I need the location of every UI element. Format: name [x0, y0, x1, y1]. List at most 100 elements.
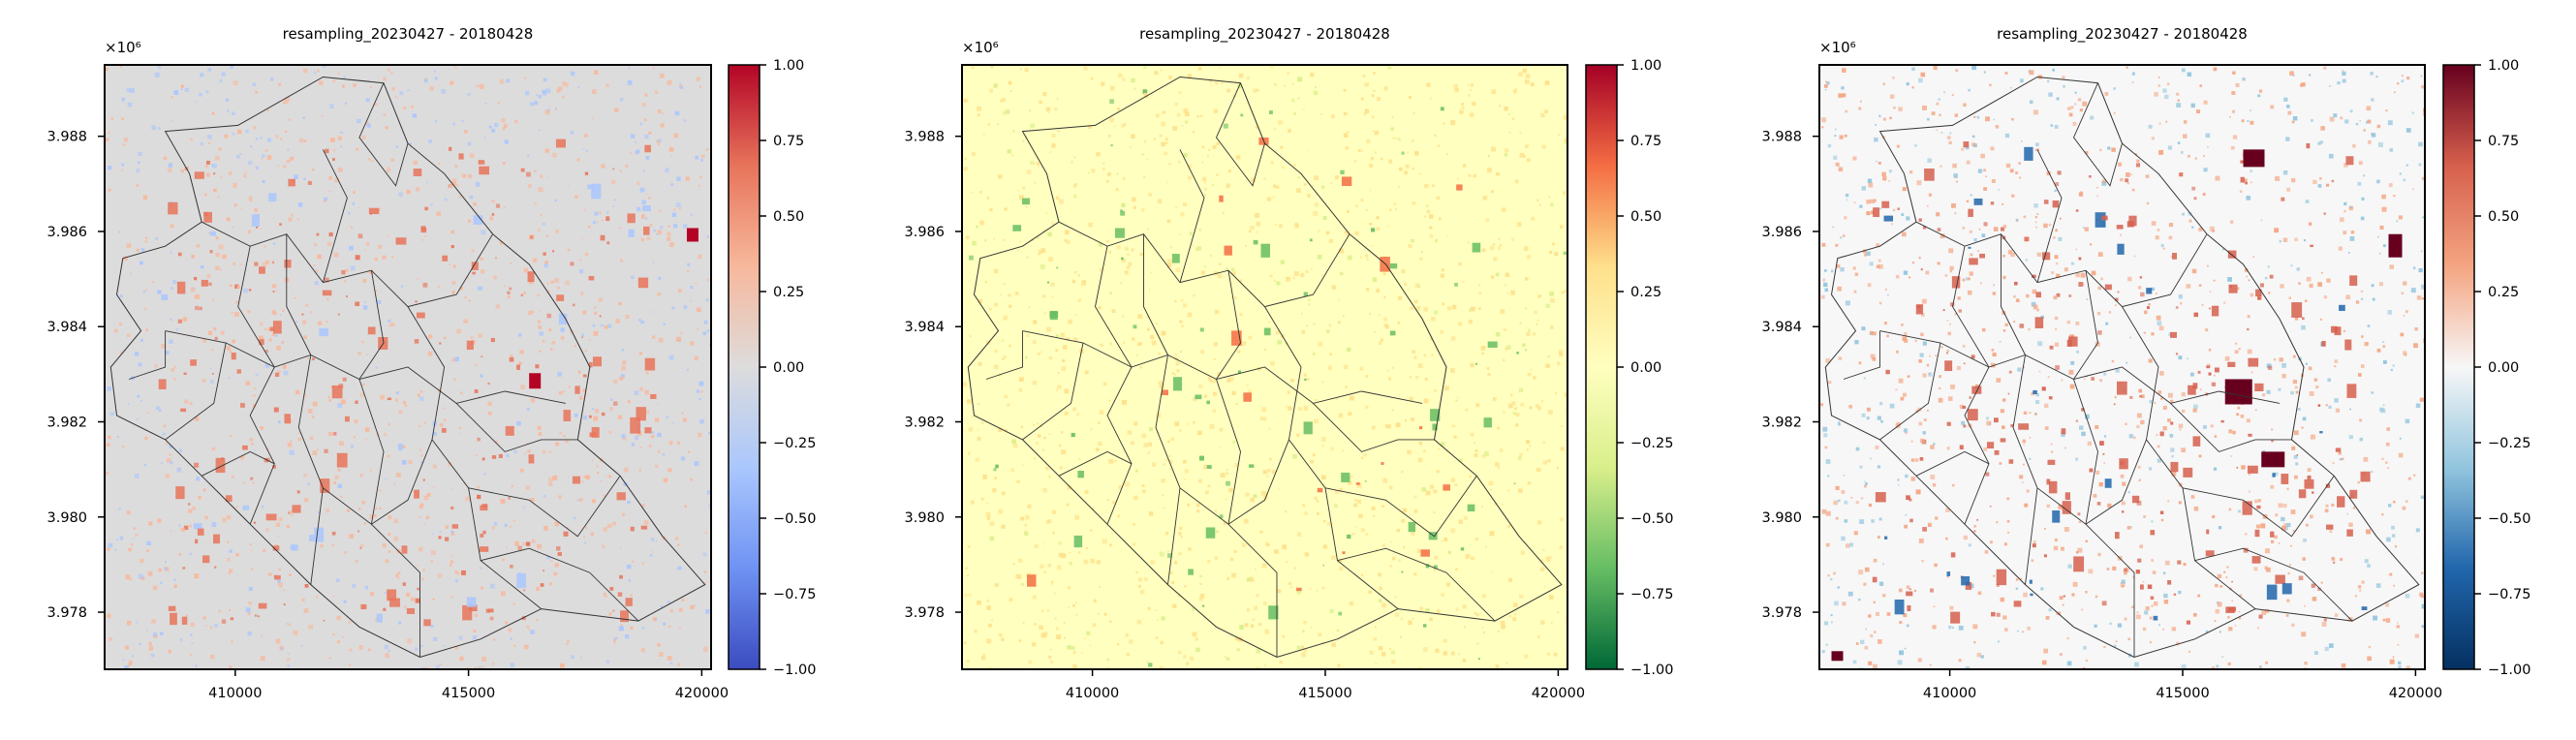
- raster-pixel: [634, 435, 639, 441]
- raster-pixel: [276, 370, 281, 374]
- raster-pixel: [1053, 592, 1056, 595]
- raster-pixel: [1468, 173, 1472, 177]
- raster-pixel: [222, 517, 227, 522]
- raster-pixel: [1113, 125, 1116, 128]
- raster-patch: [2304, 478, 2314, 489]
- raster-pixel: [1394, 612, 1400, 617]
- raster-pixel: [2074, 91, 2077, 94]
- raster-pixel: [1159, 134, 1163, 138]
- raster-pixel: [704, 531, 707, 535]
- raster-pixel: [602, 544, 605, 548]
- raster-patch: [1432, 423, 1438, 431]
- raster-patch: [466, 340, 474, 351]
- raster-pixel: [2405, 128, 2411, 133]
- raster-pixel: [1880, 419, 1883, 423]
- raster-pixel: [169, 445, 173, 448]
- raster-pixel: [1099, 586, 1101, 589]
- raster-pixel: [1389, 208, 1392, 211]
- raster-pixel: [341, 269, 346, 275]
- raster-pixel: [1183, 303, 1188, 308]
- raster-patch: [2048, 480, 2058, 494]
- raster-pixel: [204, 515, 208, 520]
- raster-pixel: [1405, 164, 1410, 169]
- raster-pixel: [1166, 181, 1168, 184]
- raster-patch: [644, 427, 652, 434]
- raster-pixel: [231, 475, 234, 478]
- raster-pixel: [2232, 109, 2236, 113]
- raster-pixel: [1878, 263, 1883, 269]
- raster-pixel: [1338, 413, 1344, 418]
- raster-pixel: [2173, 593, 2177, 596]
- raster-pixel: [2097, 252, 2103, 258]
- raster-pixel: [588, 338, 591, 341]
- raster-pixel: [1976, 519, 1978, 521]
- raster-pixel: [1262, 601, 1267, 605]
- raster-pixel: [407, 89, 410, 92]
- raster-pixel: [2162, 88, 2167, 93]
- raster-pixel: [570, 130, 574, 135]
- raster-pixel: [1133, 495, 1138, 500]
- raster-pixel: [594, 408, 600, 414]
- raster-pixel: [2319, 140, 2324, 144]
- raster-pixel: [2106, 568, 2110, 570]
- raster-pixel: [1833, 500, 1838, 506]
- raster-pixel: [355, 255, 360, 261]
- raster-pixel: [1376, 548, 1379, 551]
- raster-pixel: [1844, 134, 1847, 138]
- raster-pixel: [391, 87, 395, 91]
- raster-pixel: [529, 102, 534, 107]
- raster-pixel: [431, 533, 434, 535]
- raster-pixel: [2013, 321, 2016, 324]
- raster-pixel: [548, 582, 553, 586]
- raster-pixel: [2301, 426, 2304, 429]
- raster-pixel: [1436, 238, 1438, 241]
- raster-pixel: [2137, 558, 2142, 563]
- raster-pixel: [1030, 123, 1036, 129]
- raster-pixel: [666, 167, 668, 169]
- raster-pixel: [274, 372, 280, 378]
- raster-pixel: [1040, 351, 1042, 354]
- raster-pixel: [1203, 464, 1208, 470]
- raster-pixel: [503, 285, 506, 288]
- raster-pixel: [1025, 515, 1030, 520]
- raster-pixel: [138, 151, 142, 156]
- raster-pixel: [658, 139, 662, 142]
- raster-pixel: [1413, 355, 1417, 359]
- raster-pixel: [1149, 288, 1151, 291]
- raster-pixel: [1090, 558, 1096, 564]
- raster-pixel: [255, 91, 258, 94]
- raster-pixel: [612, 379, 618, 385]
- raster-pixel: [1978, 228, 1981, 231]
- raster-pixel: [616, 636, 619, 639]
- raster-pixel: [1261, 566, 1263, 569]
- raster-pixel: [474, 389, 479, 393]
- raster-pixel: [388, 515, 392, 519]
- raster-pixel: [214, 624, 218, 628]
- raster-pixel: [207, 134, 212, 139]
- raster-pixel: [1556, 467, 1560, 470]
- raster-pixel: [1561, 424, 1564, 427]
- raster-pixel: [402, 400, 407, 405]
- raster-pixel: [2043, 528, 2046, 530]
- raster-patch: [2270, 531, 2275, 538]
- raster-pixel: [364, 249, 367, 251]
- raster-pixel: [2043, 200, 2049, 204]
- raster-pixel: [252, 82, 257, 87]
- raster-patch: [2346, 384, 2357, 398]
- raster-pixel: [1897, 207, 1900, 210]
- raster-pixel: [168, 163, 173, 168]
- raster-pixel: [382, 543, 387, 548]
- raster-pixel: [1061, 431, 1064, 434]
- raster-pixel: [331, 531, 336, 536]
- raster-pixel: [282, 165, 287, 169]
- raster-pixel: [311, 416, 315, 418]
- raster-pixel: [271, 332, 275, 337]
- raster-pixel: [1323, 519, 1326, 523]
- raster-pixel: [185, 614, 188, 617]
- raster-pixel: [474, 666, 479, 669]
- raster-pixel: [1864, 253, 1868, 257]
- raster-pixel: [448, 461, 452, 467]
- raster-patch: [1317, 487, 1323, 493]
- raster-pixel: [1309, 587, 1312, 590]
- raster-pixel: [536, 618, 539, 622]
